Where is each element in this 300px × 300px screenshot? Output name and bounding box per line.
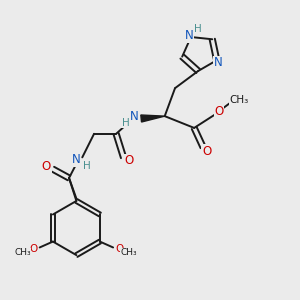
Text: H: H bbox=[194, 24, 201, 34]
Text: O: O bbox=[214, 105, 224, 118]
Text: O: O bbox=[29, 244, 37, 254]
Text: CH₃: CH₃ bbox=[120, 248, 137, 257]
Polygon shape bbox=[141, 115, 165, 122]
Text: O: O bbox=[202, 145, 211, 158]
Text: N: N bbox=[129, 110, 138, 123]
Text: O: O bbox=[116, 244, 124, 254]
Text: N: N bbox=[214, 56, 223, 69]
Text: N: N bbox=[72, 153, 81, 166]
Text: N: N bbox=[185, 29, 194, 42]
Text: CH₃: CH₃ bbox=[230, 95, 249, 105]
Text: O: O bbox=[124, 154, 134, 167]
Text: O: O bbox=[42, 160, 51, 173]
Text: H: H bbox=[83, 160, 91, 171]
Text: H: H bbox=[122, 118, 130, 128]
Text: CH₃: CH₃ bbox=[14, 248, 31, 257]
